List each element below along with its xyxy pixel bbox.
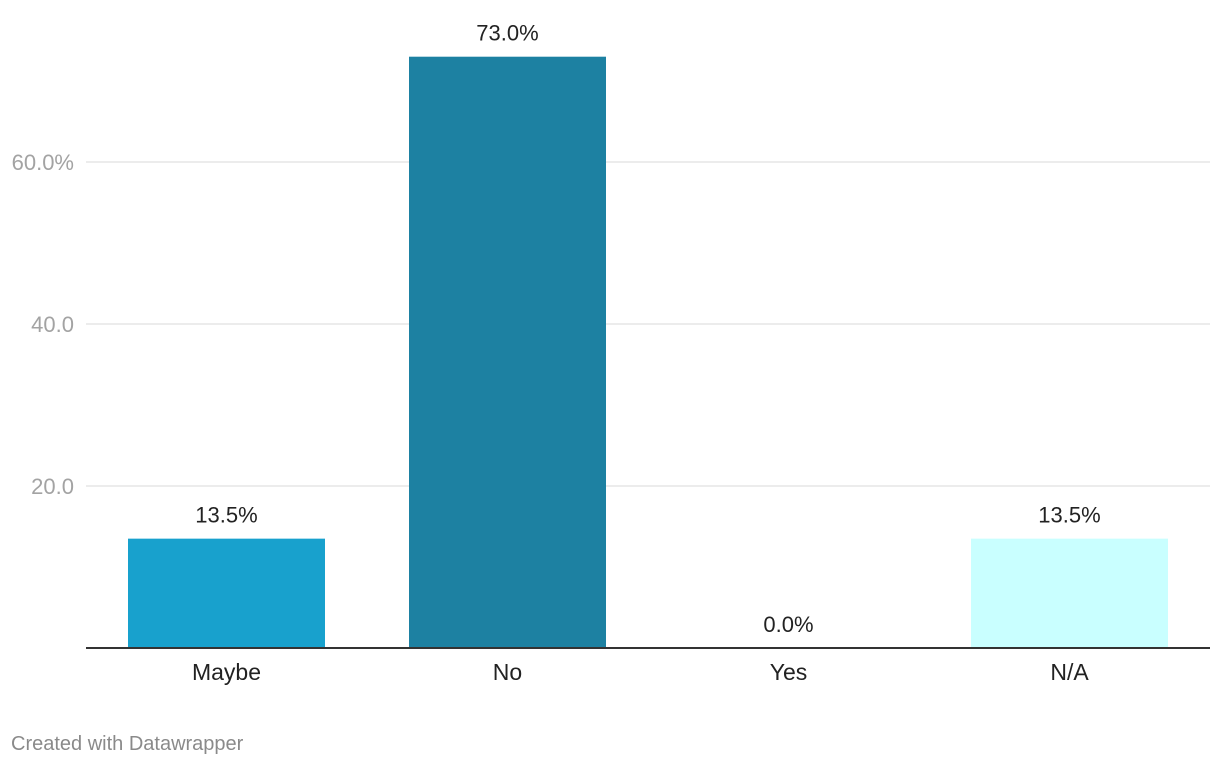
x-tick-label: No — [493, 659, 522, 685]
y-axis: 20.0 40.0 60.0% — [12, 150, 74, 499]
bar-chart: 20.0 40.0 60.0% 13.5% 73.0% 0.0% 13.5% Maybe N… — [12, 21, 1210, 685]
data-label: 13.5% — [195, 503, 257, 528]
data-label: 0.0% — [763, 612, 813, 637]
data-label: 13.5% — [1038, 503, 1100, 528]
x-axis: Maybe No Yes N/A — [86, 647, 1210, 685]
data-labels: 13.5% 73.0% 0.0% 13.5% — [195, 21, 1100, 637]
chart-svg: 20.0 40.0 60.0% 13.5% 73.0% 0.0% 13.5% Maybe N… — [12, 21, 1210, 685]
x-tick-label: Yes — [770, 659, 808, 685]
x-tick-label: N/A — [1050, 659, 1089, 685]
bar-no — [409, 56, 606, 648]
x-tick-label: Maybe — [192, 659, 261, 685]
y-tick-label: 60.0% — [12, 150, 74, 175]
y-tick-label: 20.0 — [31, 474, 74, 499]
credit-text: Created with Datawrapper — [11, 733, 244, 755]
y-tick-label: 40.0 — [31, 312, 74, 337]
data-label: 73.0% — [476, 21, 538, 46]
bar-n-a — [971, 538, 1168, 648]
gridlines — [86, 161, 1210, 487]
bar-maybe — [128, 538, 325, 648]
bars — [128, 56, 1168, 648]
